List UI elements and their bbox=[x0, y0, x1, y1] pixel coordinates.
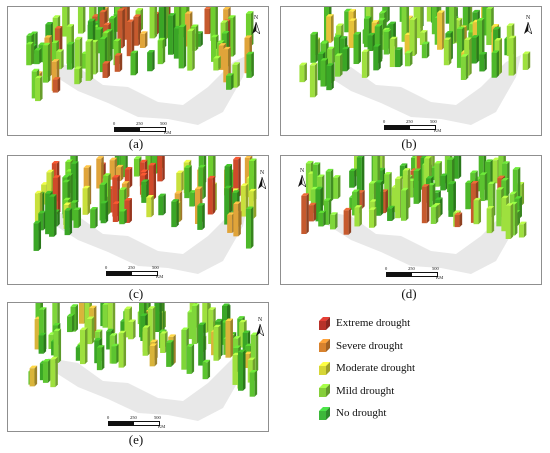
legend-item: Mild drought bbox=[318, 380, 488, 403]
legend-item: Extreme drought bbox=[318, 312, 488, 335]
north-arrow: N bbox=[521, 15, 535, 34]
map-image-a bbox=[26, 7, 254, 125]
legend-label: Moderate drought bbox=[336, 362, 416, 375]
map-panel-d: N 0 250 500 KM bbox=[280, 155, 542, 285]
north-arrow: N bbox=[295, 168, 309, 187]
caption-d: (d) bbox=[401, 286, 417, 301]
legend: Extreme drought Severe drought Moderate … bbox=[318, 312, 488, 425]
scale-bar: 0 250 500 KM bbox=[105, 265, 164, 279]
legend-label: Severe drought bbox=[336, 339, 403, 352]
cube-swatch-icon bbox=[318, 316, 331, 330]
map-image-b bbox=[299, 7, 531, 125]
legend-item: Severe drought bbox=[318, 335, 488, 358]
caption-a: (a) bbox=[128, 136, 144, 151]
cube-swatch-icon bbox=[318, 339, 331, 353]
north-arrow: N bbox=[249, 15, 263, 34]
north-arrow: N bbox=[253, 317, 267, 336]
scale-bar: 0 250 500 KM bbox=[113, 121, 172, 135]
map-panel-e: N 0 250 500 KM bbox=[7, 302, 269, 432]
map-image-d bbox=[301, 156, 527, 274]
map-image-e bbox=[28, 303, 259, 421]
caption-e: (e) bbox=[128, 432, 144, 447]
map-panel-c: N 0 250 500 KM bbox=[7, 155, 269, 285]
north-arrow-icon bbox=[256, 324, 264, 336]
north-arrow-icon bbox=[252, 22, 260, 34]
north-arrow-icon bbox=[298, 175, 306, 187]
cube-swatch-icon bbox=[318, 406, 331, 420]
scale-bar: 0 250 500 KM bbox=[383, 119, 442, 133]
cube-swatch-icon bbox=[318, 384, 331, 398]
map-panel-b: N 0 250 500 KM bbox=[280, 6, 542, 136]
caption-b: (b) bbox=[401, 136, 417, 151]
north-arrow: N bbox=[255, 170, 268, 189]
north-arrow-icon bbox=[524, 22, 532, 34]
legend-label: Extreme drought bbox=[336, 317, 411, 330]
legend-label: No drought bbox=[336, 407, 387, 420]
caption-c: (c) bbox=[128, 286, 144, 301]
scale-bar: 0 250 500 KM bbox=[107, 415, 166, 429]
scale-bar: 0 250 500 KM bbox=[385, 266, 444, 280]
legend-item: No drought bbox=[318, 402, 488, 425]
map-image-c bbox=[33, 156, 257, 274]
legend-item: Moderate drought bbox=[318, 357, 488, 380]
north-arrow-icon bbox=[258, 177, 266, 189]
cube-swatch-icon bbox=[318, 361, 331, 375]
legend-label: Mild drought bbox=[336, 384, 395, 397]
map-panel-a: N 0 250 500 KM bbox=[7, 6, 269, 136]
